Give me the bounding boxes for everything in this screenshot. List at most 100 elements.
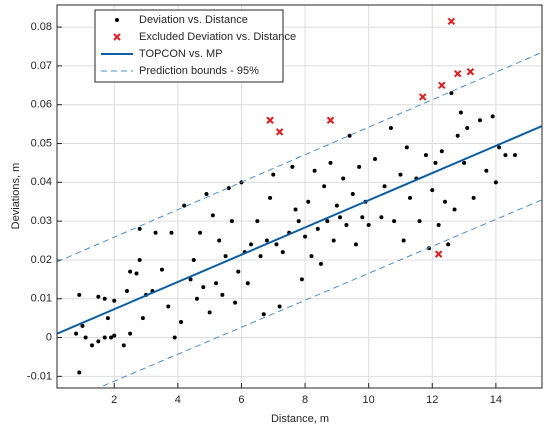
point bbox=[191, 257, 196, 262]
point bbox=[137, 226, 142, 231]
point bbox=[179, 320, 184, 325]
point bbox=[112, 333, 117, 338]
point bbox=[261, 312, 266, 317]
point bbox=[458, 110, 463, 115]
excluded-point bbox=[438, 81, 446, 90]
point bbox=[236, 269, 241, 274]
point bbox=[121, 343, 126, 348]
point bbox=[220, 292, 225, 297]
point bbox=[134, 271, 139, 276]
point bbox=[436, 223, 441, 228]
legend-label: TOPCON vs. MP bbox=[139, 48, 223, 60]
excluded-point bbox=[434, 250, 443, 258]
excluded-point bbox=[266, 116, 274, 124]
point bbox=[462, 160, 467, 165]
point bbox=[74, 331, 79, 336]
point bbox=[497, 145, 502, 150]
point bbox=[398, 172, 403, 177]
point bbox=[490, 114, 495, 119]
point bbox=[306, 199, 311, 204]
point bbox=[493, 180, 498, 185]
point bbox=[392, 219, 397, 224]
x-axis-label: Distance, m bbox=[271, 413, 329, 425]
point bbox=[373, 157, 378, 162]
point bbox=[357, 164, 362, 169]
point bbox=[433, 160, 438, 165]
legend-box bbox=[94, 9, 284, 83]
point bbox=[169, 230, 174, 235]
y-tick-label: -0.01 bbox=[27, 370, 52, 382]
point bbox=[137, 257, 142, 262]
point bbox=[388, 126, 393, 131]
x-tick-label: 14 bbox=[490, 394, 502, 406]
y-tick-label: 0.02 bbox=[31, 254, 52, 266]
point bbox=[299, 277, 304, 282]
point bbox=[325, 219, 330, 224]
point bbox=[271, 172, 276, 177]
point bbox=[233, 300, 238, 305]
y-tick-label: 0.07 bbox=[31, 60, 52, 72]
point bbox=[194, 296, 199, 301]
point bbox=[477, 118, 482, 123]
point bbox=[379, 215, 384, 220]
y-tick-label: 0.05 bbox=[31, 137, 52, 149]
point bbox=[128, 331, 133, 336]
point bbox=[124, 288, 129, 293]
excluded-point bbox=[113, 33, 121, 41]
point bbox=[455, 133, 460, 138]
x-tick-label: 6 bbox=[238, 394, 244, 406]
point bbox=[296, 219, 301, 224]
point bbox=[347, 133, 352, 138]
point bbox=[102, 296, 107, 301]
legend-label: Deviation vs. Distance bbox=[139, 14, 248, 26]
point bbox=[258, 254, 263, 259]
point bbox=[96, 294, 101, 299]
excluded-point bbox=[466, 68, 475, 76]
point bbox=[303, 234, 308, 239]
point bbox=[249, 242, 253, 247]
excluded-point bbox=[447, 17, 456, 26]
point bbox=[112, 298, 117, 303]
point bbox=[159, 267, 164, 272]
excluded-point bbox=[454, 69, 462, 78]
point bbox=[293, 207, 298, 212]
point bbox=[214, 281, 219, 286]
point bbox=[255, 219, 260, 224]
point bbox=[198, 230, 203, 235]
excluded-point bbox=[419, 93, 427, 101]
point bbox=[350, 191, 355, 196]
point bbox=[331, 238, 336, 243]
point bbox=[328, 160, 333, 165]
point bbox=[226, 186, 231, 191]
point bbox=[312, 168, 317, 173]
point bbox=[83, 335, 88, 340]
point bbox=[449, 91, 454, 96]
point bbox=[315, 226, 320, 231]
x-tick-label: 10 bbox=[363, 394, 375, 406]
point bbox=[229, 219, 234, 224]
point bbox=[166, 304, 171, 309]
legend-label: Excluded Deviation vs. Distance bbox=[139, 31, 296, 43]
point bbox=[105, 316, 110, 321]
point bbox=[439, 149, 444, 154]
x-tick-label: 12 bbox=[426, 394, 438, 406]
y-tick-label: 0 bbox=[46, 331, 52, 343]
line bbox=[57, 51, 542, 388]
point bbox=[182, 203, 187, 208]
point bbox=[96, 339, 101, 344]
point bbox=[153, 230, 158, 235]
point bbox=[80, 323, 85, 328]
point bbox=[404, 145, 409, 150]
point bbox=[207, 310, 212, 315]
excluded-point bbox=[275, 128, 284, 136]
line bbox=[57, 125, 542, 335]
point bbox=[264, 238, 269, 243]
point bbox=[140, 316, 145, 321]
point bbox=[204, 191, 209, 196]
point bbox=[443, 199, 447, 204]
point bbox=[223, 254, 228, 259]
point bbox=[318, 261, 323, 266]
legend: Deviation vs. Distance Excluded Deviation… bbox=[94, 9, 296, 83]
point bbox=[102, 335, 107, 340]
